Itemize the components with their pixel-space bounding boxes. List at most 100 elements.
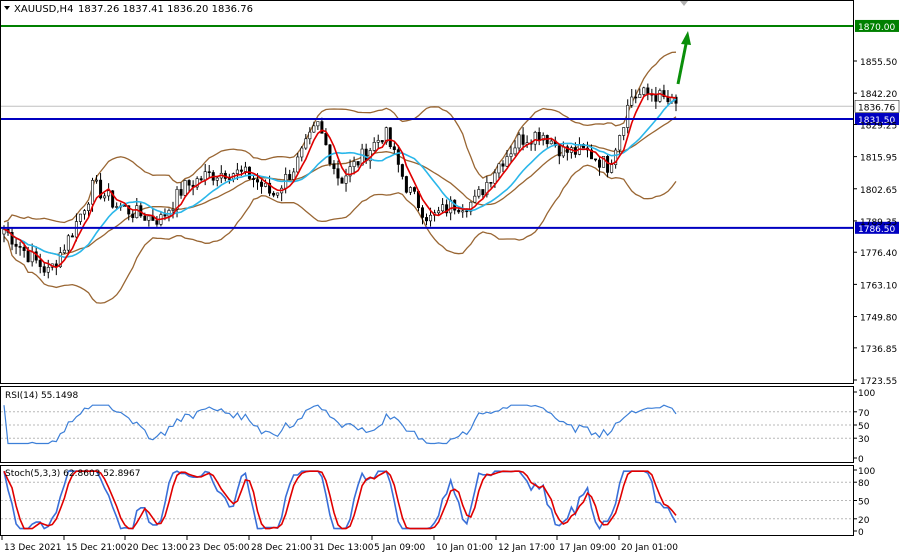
- candle-bear: [18, 246, 22, 248]
- candle-bear: [256, 179, 260, 183]
- candle-bear: [288, 174, 292, 180]
- symbol-dropdown-icon[interactable]: [4, 6, 10, 10]
- rsi-tick-label: 50: [858, 422, 870, 432]
- candle-bull: [115, 206, 119, 208]
- candle-bull: [300, 147, 304, 158]
- candle-bear: [594, 158, 598, 161]
- candle-bear: [646, 87, 650, 95]
- ohlc-readout: 1837.26 1837.41 1836.20 1836.76: [78, 4, 253, 15]
- candle-bull: [195, 178, 199, 188]
- candle-bear: [251, 178, 255, 180]
- candle-bull: [58, 252, 62, 268]
- price-tick-label: 1776.40: [860, 249, 897, 259]
- candle-bear: [662, 90, 666, 98]
- candle-bear: [99, 179, 103, 199]
- candle-bear: [481, 189, 485, 196]
- candle-bull: [513, 147, 517, 155]
- stoch-tick-label: 80: [858, 479, 870, 489]
- time-axis: 13 Dec 2021 15 Dec 21:00 20 Dec 13:00 23 De…: [1, 536, 678, 553]
- candle-bull: [497, 163, 501, 174]
- candle-bull: [533, 132, 537, 145]
- price-axis: 1855.50 1842.20 1829.25 1815.95 1802.65 1789.…: [853, 58, 900, 387]
- rsi-tick-label: 100: [858, 389, 875, 399]
- time-tick-label: 12 Jan 17:00: [498, 543, 555, 553]
- rsi-tick-label: 70: [858, 409, 870, 419]
- candle-bull: [493, 172, 497, 184]
- candle-bear: [143, 215, 147, 221]
- candle-bull: [626, 104, 630, 128]
- candle-bear: [239, 169, 243, 172]
- price-tick-label: 1829.25: [860, 121, 897, 131]
- candle-bear: [489, 182, 493, 184]
- candle-bull: [95, 179, 99, 182]
- time-tick-label: 23 Dec 05:00: [189, 543, 250, 553]
- level-tag-label: 1786.50: [858, 225, 895, 235]
- price-tick-label: 1763.10: [860, 281, 897, 291]
- level-tag-target: [855, 19, 899, 32]
- candle-bull: [30, 251, 34, 263]
- candle-bear: [260, 181, 264, 187]
- candle-bull: [561, 146, 565, 157]
- candle-bear: [380, 140, 384, 143]
- candle-bull: [203, 171, 207, 181]
- price-tick-label: 1736.85: [860, 345, 897, 355]
- candle-bull: [473, 195, 477, 203]
- candle-bull: [477, 189, 481, 197]
- level-tag-support: [855, 221, 899, 234]
- candle-bear: [14, 243, 18, 247]
- candle-bear: [199, 178, 203, 181]
- shift-marker-icon[interactable]: [680, 1, 688, 6]
- candle-bull: [312, 125, 316, 133]
- candle-bull: [276, 192, 280, 196]
- price-panel[interactable]: [0, 0, 854, 384]
- price-tick-label: 1855.50: [860, 58, 897, 68]
- candle-bear: [340, 177, 344, 184]
- candle-bull: [461, 210, 465, 213]
- bollinger-upper: [3, 51, 677, 224]
- candle-bear: [70, 235, 74, 238]
- candle-bear: [388, 127, 392, 148]
- candle-bear: [163, 214, 167, 217]
- time-tick-label: 10 Jan 01:00: [436, 543, 493, 553]
- candle-bear: [336, 168, 340, 179]
- level-tag-resistance: [855, 113, 899, 126]
- rsi-line: [3, 404, 677, 445]
- price-tick-label: 1789.35: [860, 218, 897, 228]
- candle-bear: [272, 192, 276, 196]
- ma-fast-line: [3, 92, 677, 269]
- candle-bear: [445, 204, 449, 214]
- candle-bull: [107, 190, 111, 197]
- candle-bull: [344, 175, 348, 184]
- stoch-tick-label: 0: [858, 528, 864, 538]
- time-tick-label: 15 Dec 21:00: [66, 543, 127, 553]
- price-tick-label: 1815.95: [860, 154, 897, 164]
- candle-bear: [404, 176, 408, 193]
- candle-bull: [235, 169, 239, 174]
- candle-bull: [147, 215, 151, 221]
- candle-bull: [429, 214, 433, 222]
- candle-bear: [268, 182, 272, 194]
- candle-bull: [622, 127, 626, 136]
- candle-bull: [658, 90, 662, 102]
- candle-bear: [400, 164, 404, 177]
- current-price-label: 1836.76: [858, 103, 895, 113]
- symbol-label: XAUUSD,H4: [14, 4, 73, 15]
- candle-bull: [292, 171, 296, 180]
- candle-bear: [521, 134, 525, 145]
- candle-bear: [227, 178, 231, 180]
- candle-bull: [618, 135, 622, 151]
- candle-bull: [441, 204, 445, 212]
- candle-bear: [10, 232, 14, 245]
- candle-bull: [352, 161, 356, 167]
- stoch-label: Stoch(5,3,3) 62.8603 52.8967: [5, 469, 140, 479]
- candle-bear: [207, 171, 211, 173]
- candle-bull: [243, 166, 247, 172]
- time-tick-label: 13 Dec 2021: [4, 543, 62, 553]
- candle-bull: [74, 221, 78, 238]
- candle-bull: [264, 182, 268, 187]
- candle-bull: [408, 187, 412, 193]
- candle-bull: [103, 195, 107, 199]
- candle-bear: [654, 94, 658, 102]
- candle-bull: [376, 140, 380, 143]
